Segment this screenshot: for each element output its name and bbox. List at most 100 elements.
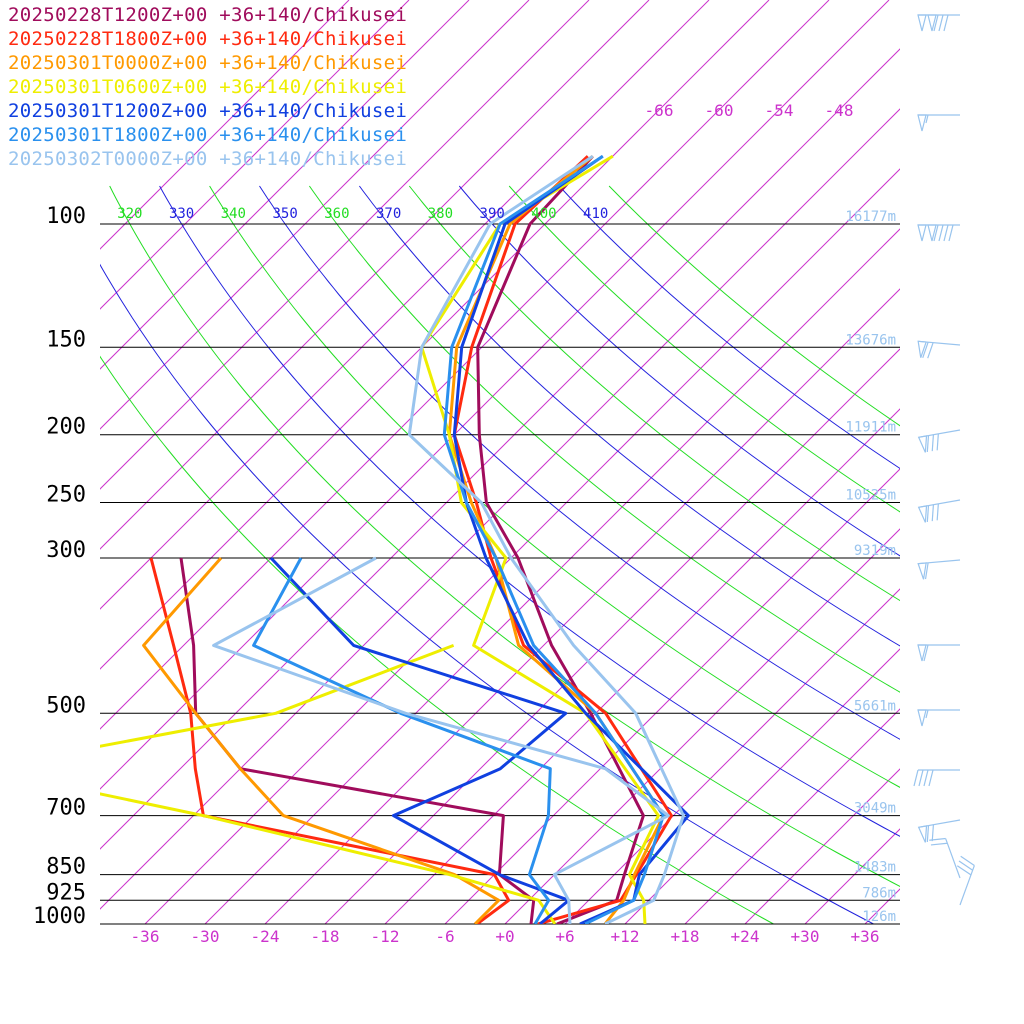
legend-entry: 20250228T1200Z+00 +36+140/Chikusei	[8, 4, 408, 26]
isotherm-line	[100, 0, 590, 490]
height-label: 3049m	[854, 801, 896, 817]
isotherm-line	[504, 528, 900, 924]
dewpoint-profile-line	[179, 557, 536, 924]
dry-adiabat-label: 340	[221, 206, 246, 222]
isotherm-line	[100, 0, 410, 310]
legend-entry: 20250301T1200Z+00 +36+140/Chikusei	[8, 100, 408, 122]
legend-entry: 20250301T0600Z+00 +36+140/Chikusei	[8, 76, 408, 98]
wind-barb	[917, 644, 960, 662]
dewpoint-profile-line	[252, 557, 552, 924]
isotherm-line	[444, 468, 900, 924]
temperature-tick-label: -30	[191, 927, 220, 946]
wind-barb	[917, 224, 960, 242]
dry-adiabat-label: 370	[376, 206, 401, 222]
isotherm-line	[204, 228, 900, 924]
dewpoint-profile-line	[100, 643, 557, 924]
isotherm-label: -54	[765, 101, 794, 120]
isotherm-line	[100, 48, 900, 850]
pressure-tick-label: 200	[46, 415, 86, 440]
dry-adiabat-line	[558, 185, 900, 470]
height-label: 1483m	[854, 860, 896, 876]
dry-adiabat-lines	[100, 185, 900, 924]
isotherm-line	[264, 288, 900, 924]
isotherm-line	[100, 0, 530, 430]
isotherm-label: -60	[705, 101, 734, 120]
temperature-tick-label: +30	[791, 927, 820, 946]
wind-barbs	[913, 14, 975, 906]
wind-barb	[917, 114, 960, 132]
isotherm-line	[864, 888, 900, 924]
height-label: 126m	[862, 909, 896, 925]
wind-barb	[917, 340, 961, 359]
dry-adiabat-label: 390	[480, 206, 505, 222]
temperature-profile-line	[407, 154, 685, 924]
temperature-tick-label: -6	[435, 927, 454, 946]
height-label: 11911m	[845, 420, 896, 436]
isotherm-line	[684, 708, 900, 924]
dry-adiabat-line	[100, 263, 874, 924]
temperature-tick-label: +0	[495, 927, 514, 946]
wind-barb	[917, 14, 960, 32]
wind-barb	[917, 559, 961, 580]
dry-adiabat-label: 330	[169, 206, 194, 222]
pressure-tick-label: 700	[46, 796, 86, 821]
wind-barb	[917, 499, 961, 523]
height-label: 5661m	[854, 698, 896, 714]
isotherm-line	[100, 0, 350, 250]
dry-adiabat-label: 410	[583, 206, 608, 222]
pressure-tick-label: 850	[46, 855, 86, 880]
height-label: 16177m	[845, 209, 896, 225]
isotherm-line	[100, 0, 650, 550]
isotherm-line	[144, 168, 900, 924]
dry-adiabat-label: 350	[272, 206, 297, 222]
dry-adiabat-line	[259, 185, 900, 740]
dry-adiabat-line	[159, 185, 900, 837]
height-label: 9319m	[854, 543, 896, 559]
isotherm-line	[100, 0, 890, 790]
temperature-profile-line	[452, 154, 690, 924]
dewpoint-profile-line	[212, 556, 670, 924]
isotherm-label: -48	[825, 101, 854, 120]
temperature-tick-label: +6	[555, 927, 574, 946]
height-label: 786m	[862, 885, 896, 901]
dry-adiabat-label: 400	[531, 206, 556, 222]
legend-entry: 20250301T0000Z+00 +36+140/Chikusei	[8, 52, 408, 74]
isotherm-line	[925, 0, 1024, 924]
dry-adiabat-line	[100, 355, 774, 924]
isotherm-line	[384, 408, 900, 924]
isotherm-line	[624, 648, 900, 924]
chart-legend: 20250228T1200Z+00 +36+140/Chikusei 202502…	[8, 3, 407, 171]
isotherm-line	[744, 768, 900, 924]
pressure-tick-label: 250	[46, 483, 86, 508]
isotherm-line	[564, 588, 900, 924]
dewpoint-profile-line	[149, 557, 511, 924]
temperature-profile-line	[442, 154, 665, 924]
wind-barb	[917, 819, 961, 843]
dry-adiabat-line	[308, 185, 900, 693]
legend-entry: 20250302T0000Z+00 +36+140/Chikusei	[8, 148, 408, 170]
temperature-tick-label: -12	[371, 927, 400, 946]
temperature-tick-label: -18	[311, 927, 340, 946]
temperature-tick-label: +24	[731, 927, 760, 946]
legend-entry: 20250301T1800Z+00 +36+140/Chikusei	[8, 124, 408, 146]
pressure-tick-label: 1000	[33, 904, 86, 929]
isotherm-line	[100, 108, 900, 910]
pressure-tick-label: 150	[46, 327, 86, 352]
pressure-tick-label: 500	[46, 693, 86, 718]
isotherm-line	[324, 348, 900, 924]
height-label: 10525m	[845, 488, 896, 504]
legend-entry: 20250228T1800Z+00 +36+140/Chikusei	[8, 28, 408, 50]
dry-adiabat-line	[508, 185, 900, 513]
temperature-profile-line	[476, 155, 645, 924]
dry-adiabat-label: 320	[117, 206, 142, 222]
wind-barb	[917, 709, 960, 727]
dry-adiabat-line	[109, 185, 900, 888]
wind-barb	[917, 429, 961, 453]
pressure-tick-label: 300	[46, 538, 86, 563]
wind-barb	[956, 855, 975, 906]
dry-adiabat-label: 360	[324, 206, 349, 222]
dry-adiabat-line	[608, 185, 900, 427]
isotherm-line	[100, 0, 710, 610]
